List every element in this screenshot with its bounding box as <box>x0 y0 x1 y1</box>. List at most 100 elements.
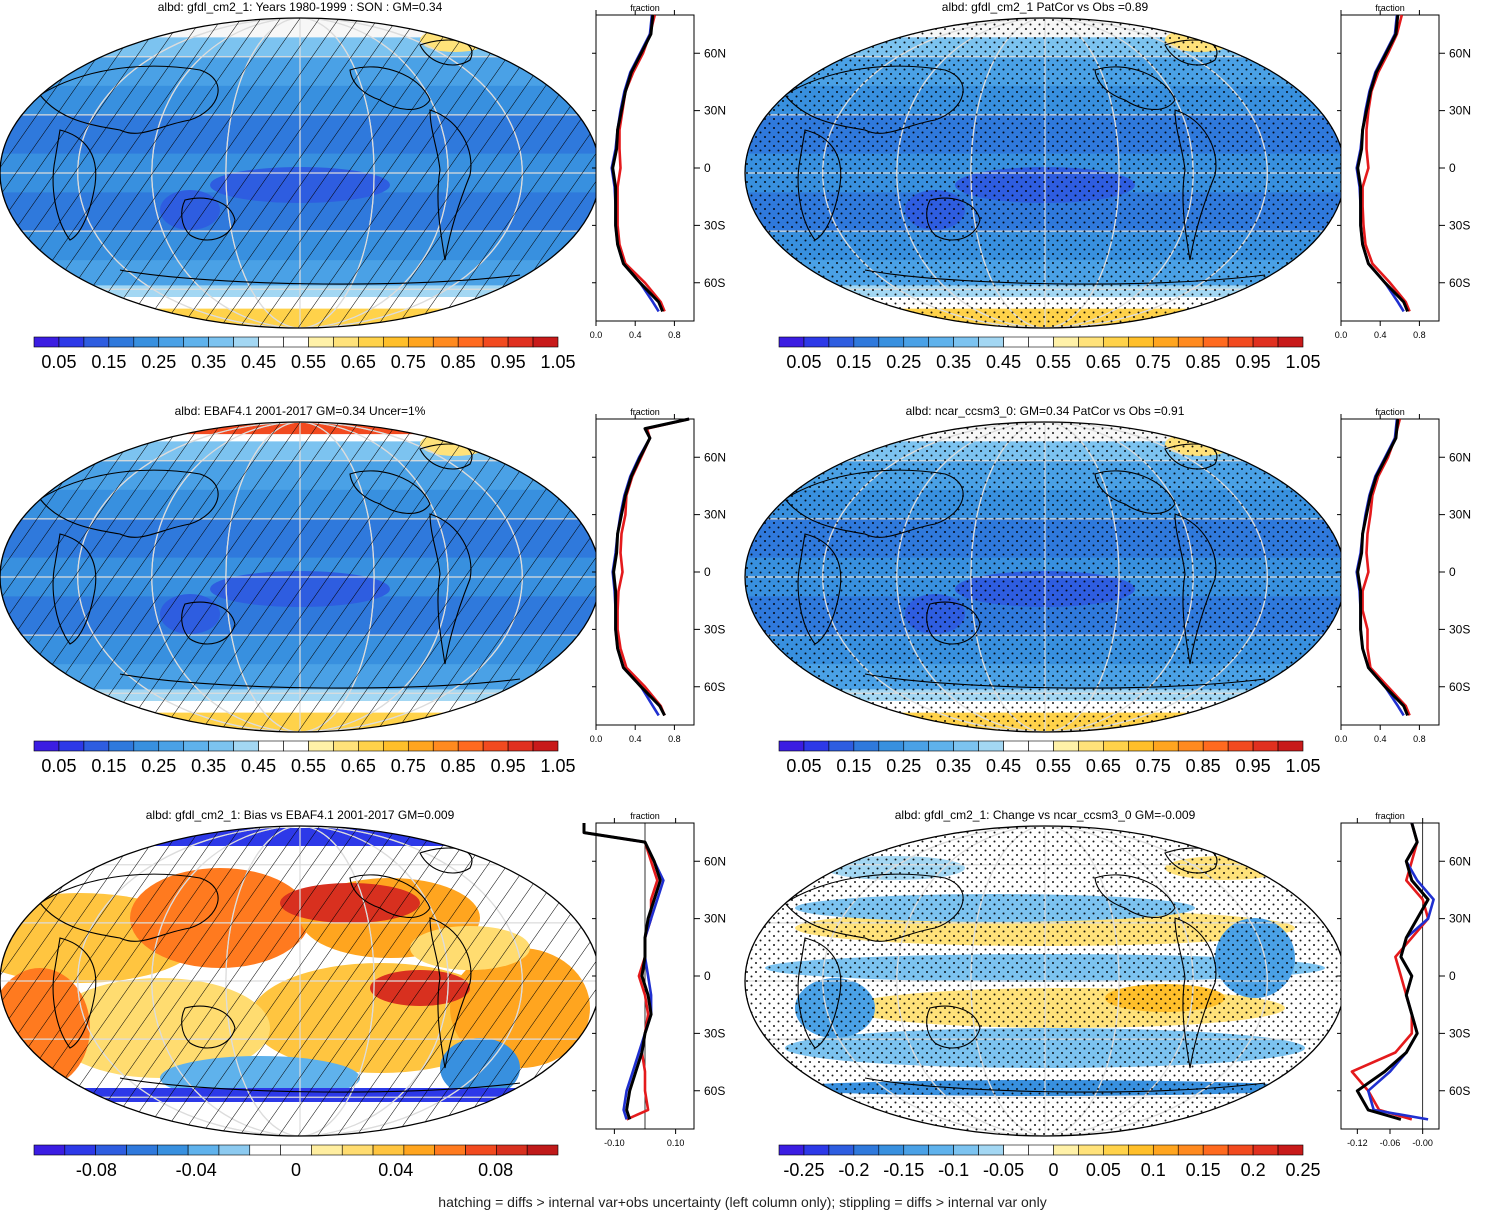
colorbar-tick-label: 0.05 <box>41 756 76 776</box>
zonal-x-tick-label: 0.0 <box>590 734 603 744</box>
colorbar-tick-label: 1.05 <box>1285 756 1320 776</box>
colorbar-tick-label: 0.25 <box>886 352 921 372</box>
zonal-mean-title: fraction <box>630 407 660 417</box>
colorbar: -0.25 -0.2 -0.15 -0.1 -0.05 0 0.05 0.1 0.15 0.2 0.… <box>778 1144 1321 1180</box>
zonal-y-tick-label: 60S <box>1449 680 1470 694</box>
zonal-y-tick-label: 60N <box>1449 854 1471 868</box>
colorbar-tick-label: -0.25 <box>783 1160 824 1180</box>
zonal-x-tick-label: 0.0 <box>590 330 603 340</box>
footer-note: hatching = diffs > internal var+obs unce… <box>438 1194 1047 1210</box>
colorbar-tick-label: 0.55 <box>1036 756 1071 776</box>
zonal-y-tick-label: 30N <box>1449 508 1471 522</box>
zonal-mean-series-line <box>1356 14 1409 312</box>
colorbar-tick-label: 0.95 <box>1236 352 1271 372</box>
colorbar-tick-label: 0.35 <box>936 756 971 776</box>
zonal-mean-plot: fraction 0.0 0.4 0.8 60N 30N 0 30S 60S <box>590 407 726 744</box>
zonal-x-tick-label: -0.00 <box>1412 1138 1433 1148</box>
colorbar-tick-label: 0.55 <box>1036 352 1071 372</box>
colorbar-tick-label: 0.15 <box>91 756 126 776</box>
colorbar-tick-label: -0.2 <box>838 1160 869 1180</box>
colorbar-tick-label: 0.35 <box>191 756 226 776</box>
panel-graphic: 0.05 0.15 0.25 0.35 0.45 0.55 0.65 0.75 0.85 0.95… <box>744 3 1471 372</box>
colorbar-tick-label: 0.05 <box>786 756 821 776</box>
colorbar-tick-label: 0.85 <box>441 352 476 372</box>
colorbar-tick-label: 0.75 <box>1136 756 1171 776</box>
colorbar-tick-label: 1.05 <box>540 756 575 776</box>
colorbar-tick-label: 0.35 <box>191 352 226 372</box>
colorbar-tick-label: 0.15 <box>1186 1160 1221 1180</box>
zonal-y-tick-label: 60S <box>1449 276 1470 290</box>
colorbar-tick-label: 0.65 <box>1086 756 1121 776</box>
zonal-y-tick-label: 0 <box>1449 565 1456 579</box>
zonal-y-tick-label: 0 <box>704 969 711 983</box>
colorbar-tick-label: 0.15 <box>836 352 871 372</box>
zonal-mean-series-line <box>1356 418 1409 716</box>
hatching-overlay <box>0 422 600 732</box>
colorbar: 0.05 0.15 0.25 0.35 0.45 0.55 0.65 0.75 0.85 0.95… <box>33 336 576 372</box>
colorbar-tick-label: 0.2 <box>1241 1160 1266 1180</box>
colorbar: 0.05 0.15 0.25 0.35 0.45 0.55 0.65 0.75 0.85 0.95… <box>778 740 1321 776</box>
zonal-x-tick-label: 0.4 <box>1374 734 1387 744</box>
colorbar-tick-label: 0.05 <box>1086 1160 1121 1180</box>
zonal-y-tick-label: 60S <box>1449 1084 1470 1098</box>
map-field <box>0 826 600 1136</box>
zonal-x-tick-label: -0.12 <box>1347 1138 1368 1148</box>
zonal-x-tick-label: 0.8 <box>668 330 681 340</box>
hatching-overlay <box>0 826 600 1136</box>
colorbar-tick-label: 0.95 <box>491 352 526 372</box>
zonal-x-tick-label: 0.4 <box>629 330 642 340</box>
colorbar-tick-label: 0.25 <box>141 756 176 776</box>
colorbar-tick-label: 0.05 <box>41 352 76 372</box>
colorbar-tick-label: 0.04 <box>378 1160 413 1180</box>
zonal-y-tick-label: 30N <box>704 508 726 522</box>
zonal-mean-series-line <box>1350 822 1430 1121</box>
zonal-y-tick-label: 30S <box>1449 218 1470 232</box>
colorbar-tick-label: 0.55 <box>291 352 326 372</box>
colorbar-tick-label: 0.75 <box>391 352 426 372</box>
zonal-y-tick-label: 60N <box>704 46 726 60</box>
zonal-y-tick-label: 30N <box>704 912 726 926</box>
zonal-y-tick-label: 60N <box>704 450 726 464</box>
colorbar-tick-label: 0.15 <box>91 352 126 372</box>
colorbar-tick-label: 0 <box>1048 1160 1058 1180</box>
colorbar-tick-label: 0.65 <box>341 352 376 372</box>
zonal-y-tick-label: 0 <box>1449 161 1456 175</box>
colorbar-tick-label: 0.25 <box>1285 1160 1320 1180</box>
zonal-x-tick-label: 0.4 <box>1374 330 1387 340</box>
colorbar: 0.05 0.15 0.25 0.35 0.45 0.55 0.65 0.75 0.85 0.95… <box>33 740 576 776</box>
zonal-y-tick-label: 60N <box>704 854 726 868</box>
colorbar-tick-label: 0.05 <box>786 352 821 372</box>
zonal-x-tick-label: 0.8 <box>668 734 681 744</box>
map-field <box>745 826 1345 1136</box>
zonal-mean-title: fraction <box>630 3 660 13</box>
panel-graphic: 0.05 0.15 0.25 0.35 0.45 0.55 0.65 0.75 0.85 0.95… <box>0 3 726 372</box>
zonal-x-tick-label: -0.06 <box>1380 1138 1401 1148</box>
map-field <box>0 422 600 732</box>
zonal-y-tick-label: 30S <box>704 1026 725 1040</box>
panel-change: albd: gfdl_cm2_1: Change vs ncar_ccsm3_0… <box>744 808 1485 1198</box>
zonal-y-tick-label: 30N <box>1449 912 1471 926</box>
zonal-mean-series-line <box>1355 822 1430 1121</box>
zonal-mean-plot: fraction 0.0 0.4 0.8 60N 30N 0 30S 60S <box>590 3 726 340</box>
zonal-y-tick-label: 60N <box>1449 46 1471 60</box>
zonal-y-tick-label: 30S <box>1449 622 1470 636</box>
colorbar-tick-label: 1.05 <box>1285 352 1320 372</box>
colorbar-tick-label: 0.75 <box>391 756 426 776</box>
colorbar-tick-label: 0 <box>291 1160 301 1180</box>
colorbar-tick-label: 0.25 <box>141 352 176 372</box>
zonal-mean-plot: fraction 0.0 0.4 0.8 60N 30N 0 30S 60S <box>1335 407 1471 744</box>
zonal-x-tick-label: 0.4 <box>629 734 642 744</box>
colorbar: 0.05 0.15 0.25 0.35 0.45 0.55 0.65 0.75 0.85 0.95… <box>778 336 1321 372</box>
zonal-mean-series-line <box>616 14 666 312</box>
zonal-mean-title: fraction <box>630 811 660 821</box>
zonal-x-tick-label: -0.10 <box>604 1138 625 1148</box>
zonal-mean-series-line <box>1361 14 1411 312</box>
zonal-y-tick-label: 30S <box>704 622 725 636</box>
zonal-y-tick-label: 0 <box>704 161 711 175</box>
panel-graphic: 0.05 0.15 0.25 0.35 0.45 0.55 0.65 0.75 0.85 0.95… <box>744 407 1471 776</box>
colorbar-tick-label: 0.45 <box>241 756 276 776</box>
zonal-x-tick-label: 0.8 <box>1413 734 1426 744</box>
map-field <box>0 18 600 328</box>
map-title: albd: gfdl_cm2_1: Years 1980-1999 : SON … <box>157 0 443 14</box>
zonal-y-tick-label: 60S <box>704 276 725 290</box>
